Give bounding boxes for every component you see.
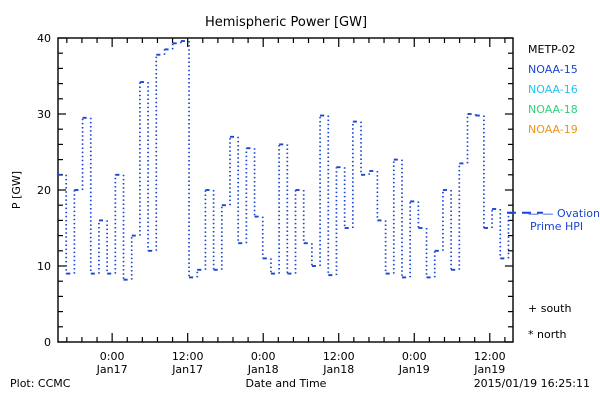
y-tick-label: 20 <box>37 184 51 197</box>
chart-title: Hemispheric Power [GW] <box>205 15 367 30</box>
y-tick-label: 10 <box>37 260 51 273</box>
x-tick-label-time: 12:00 <box>474 350 506 363</box>
x-tick-label-date: Jan19 <box>398 363 430 376</box>
data-series-group <box>58 40 513 281</box>
x-axis-title: Date and Time <box>246 377 327 390</box>
series-noaa-15 <box>58 40 513 281</box>
y-axis-ticks: 0 10 20 30 40 <box>37 32 513 349</box>
x-tick-label-time: 0:00 <box>251 350 276 363</box>
y-axis-label: P [GW] <box>10 171 23 209</box>
x-axis-ticks: 0:00Jan1712:00Jan170:00Jan1812:00Jan180:… <box>66 38 506 376</box>
legend-marker-north: * north <box>528 328 567 341</box>
legend-marker-south: + south <box>528 302 571 315</box>
legend-item-noaa-16[interactable]: NOAA-16 <box>528 83 578 96</box>
y-tick-label: 30 <box>37 108 51 121</box>
legend-ovation-marker: — — Ovation <box>528 207 600 220</box>
legend-item-metp-02[interactable]: METP-02 <box>528 43 576 56</box>
legend: METP-02 NOAA-15 NOAA-16 NOAA-18 NOAA-19 — — O… <box>528 43 600 341</box>
legend-item-noaa-18[interactable]: NOAA-18 <box>528 103 578 116</box>
x-tick-label-date: Jan18 <box>247 363 279 376</box>
legend-ovation-label[interactable]: Prime HPI <box>530 220 583 233</box>
x-tick-label-date: Jan17 <box>171 363 203 376</box>
x-tick-label-time: 12:00 <box>172 350 204 363</box>
footer-plot-source: Plot: CCMC <box>10 377 71 390</box>
x-tick-label-date: Jan17 <box>96 363 128 376</box>
x-tick-label-time: 12:00 <box>323 350 355 363</box>
x-tick-label-date: Jan18 <box>322 363 354 376</box>
x-tick-label-date: Jan19 <box>473 363 505 376</box>
legend-item-noaa-19[interactable]: NOAA-19 <box>528 123 578 136</box>
y-tick-label: 40 <box>37 32 51 45</box>
footer-timestamp: 2015/01/19 16:25:11 <box>474 377 590 390</box>
legend-item-noaa-15[interactable]: NOAA-15 <box>528 63 578 76</box>
x-tick-label-time: 0:00 <box>402 350 427 363</box>
y-tick-label: 0 <box>44 336 51 349</box>
x-tick-label-time: 0:00 <box>100 350 125 363</box>
